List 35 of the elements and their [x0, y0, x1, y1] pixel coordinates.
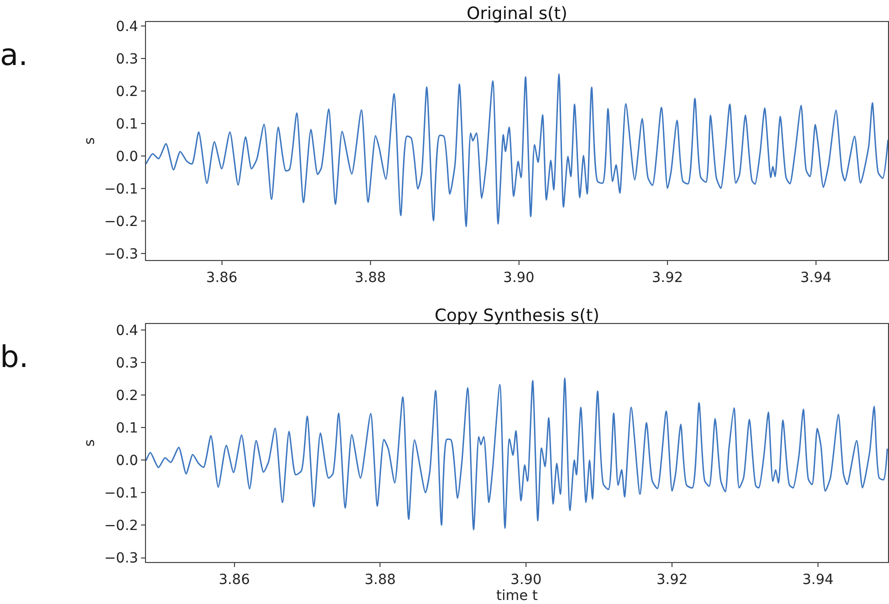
y-tick-label: −0.2 — [104, 518, 138, 534]
y-tick-label: −0.3 — [104, 550, 138, 567]
x-tick-label: 3.94 — [802, 572, 834, 588]
y-tick-label: 0.1 — [116, 420, 138, 436]
x-tick-label: 3.86 — [218, 572, 250, 588]
y-axis-title: s — [82, 137, 98, 145]
y-tick-label: 0.1 — [116, 116, 138, 133]
line-series — [146, 73, 888, 228]
y-tick-label: −0.3 — [104, 246, 138, 262]
x-tick-label: 3.86 — [206, 270, 238, 286]
chart-title: Original s(t) — [466, 4, 568, 24]
y-tick-label: 0.4 — [116, 322, 138, 339]
y-tick-label: 0.3 — [116, 355, 138, 372]
x-tick-label: 3.90 — [503, 270, 534, 286]
y-tick-label: 0.4 — [116, 19, 138, 36]
line-series — [146, 377, 888, 530]
x-tick-label: 3.92 — [656, 572, 688, 588]
text: b. — [0, 340, 29, 375]
y-tick-label: 0.0 — [116, 149, 138, 165]
y-tick-label: −0.2 — [104, 214, 138, 230]
text: a. — [0, 38, 28, 73]
chart-title: Copy Synthesis s(t) — [434, 306, 600, 326]
y-axis-title: s — [82, 439, 98, 447]
x-axis-title: time t — [496, 588, 538, 604]
x-tick-label: 3.90 — [510, 572, 542, 588]
y-tick-label: −0.1 — [104, 181, 138, 198]
y-tick-label: 0.2 — [116, 84, 138, 100]
y-tick-label: −0.1 — [104, 486, 138, 502]
y-tick-label: 0.3 — [116, 52, 138, 68]
x-tick-label: 3.88 — [364, 572, 396, 588]
y-tick-label: 0.2 — [116, 388, 138, 404]
x-tick-label: 3.88 — [354, 270, 386, 286]
x-tick-label: 3.92 — [652, 270, 683, 286]
x-tick-label: 3.94 — [800, 270, 832, 286]
y-tick-label: 0.0 — [116, 452, 138, 469]
